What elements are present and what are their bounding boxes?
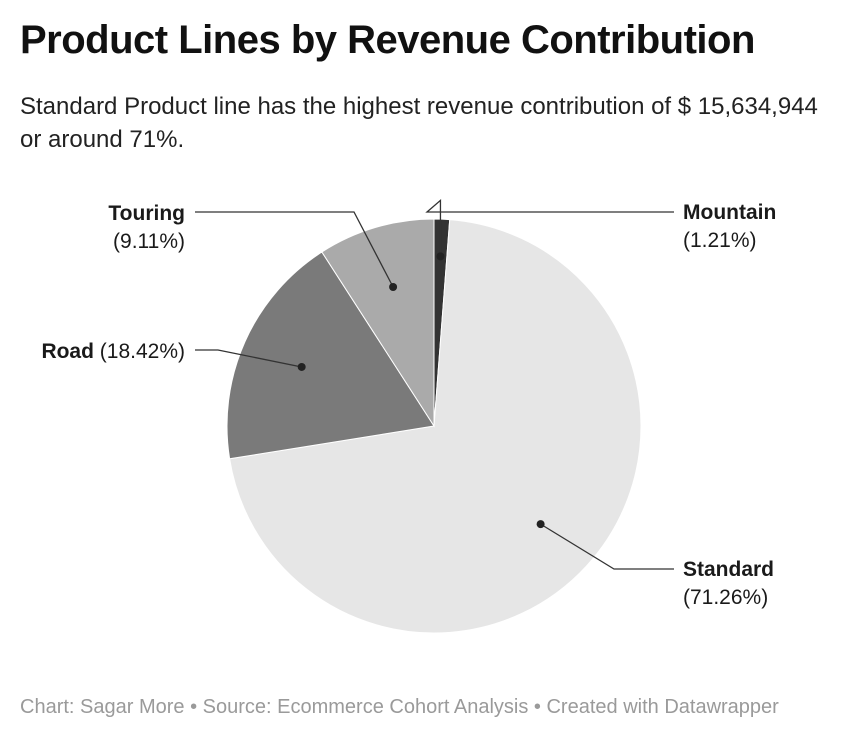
slice-label-percent: (9.11%) <box>113 230 185 253</box>
footer-credit: Created with Datawrapper <box>546 696 779 718</box>
leader-line-road <box>195 349 302 368</box>
footer-separator: • <box>533 696 541 718</box>
leader-dot-touring <box>389 282 398 291</box>
slice-label-name: Standard <box>683 558 774 581</box>
footer-byline: Chart: Sagar More <box>20 696 185 718</box>
pie-slices <box>226 218 642 634</box>
slice-label-percent: (18.42%) <box>100 340 185 363</box>
slice-label-touring: Touring (9.11%) <box>108 202 185 253</box>
slice-label-percent: (71.26%) <box>683 586 768 609</box>
slice-label-mountain: Mountain (1.21%) <box>683 201 776 252</box>
slice-road <box>226 251 435 460</box>
chart-footer: Chart: Sagar More • Source: Ecommerce Co… <box>20 696 779 719</box>
leader-dot-standard <box>536 520 545 529</box>
chart-subtitle: Standard Product line has the highest re… <box>20 93 818 153</box>
slice-label-name: Mountain <box>683 201 776 224</box>
slice-label-percent: (1.21%) <box>683 229 757 252</box>
slice-label-standard: Standard (71.26%) <box>683 558 774 609</box>
leader-dot-road <box>297 362 306 371</box>
slice-label-road: Road (18.42%) <box>41 340 185 363</box>
chart-title: Product Lines by Revenue Contribution <box>20 18 755 62</box>
leader-line-touring <box>195 211 394 288</box>
footer-separator: • <box>190 696 198 718</box>
slice-label-name: Road <box>41 340 99 363</box>
slice-touring <box>321 218 435 428</box>
footer-source: Source: Ecommerce Cohort Analysis <box>202 696 529 718</box>
slice-label-name: Touring <box>108 202 185 225</box>
leader-line-standard <box>540 523 674 570</box>
slice-standard <box>229 219 642 634</box>
slice-labels: Mountain (1.21%) Standard (71.26%) Road (18.… <box>41 201 776 609</box>
leader-dot-mountain <box>436 252 445 261</box>
leader-lines <box>195 198 674 570</box>
leader-line-mountain <box>425 198 674 257</box>
